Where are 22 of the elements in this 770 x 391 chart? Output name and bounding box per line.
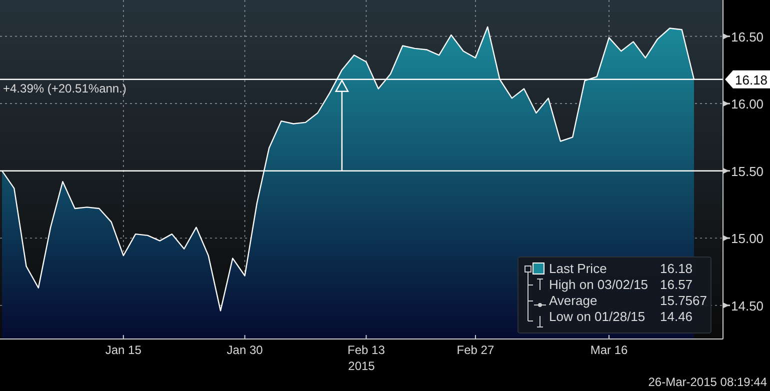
- annotation: 16.18: [660, 261, 693, 276]
- annotation: 14.46: [660, 309, 693, 324]
- annotation: Low on 01/28/15: [549, 309, 646, 324]
- legend-label: Last Price: [549, 261, 607, 276]
- annotation: 15.7567: [660, 293, 707, 308]
- y-tick-label: 16.00: [731, 96, 764, 112]
- annotation: High on 03/02/15: [549, 277, 648, 292]
- y-tick-label: 16.50: [731, 29, 764, 44]
- y-tick-label: 14.50: [731, 298, 764, 314]
- x-tick-label: Jan 15: [105, 343, 142, 357]
- annotation: 16.57: [660, 277, 693, 292]
- x-tick-label: Feb 13: [348, 343, 386, 357]
- x-axis-title: 2015: [348, 359, 376, 373]
- text: 26-Mar-2015 08:19:44: [648, 375, 768, 389]
- annotation: +4.39% (+20.51%ann.): [3, 81, 126, 96]
- x-tick-label: Jan 30: [226, 343, 264, 357]
- x-tick-label: Mar 16: [590, 343, 628, 357]
- annotation: Average: [549, 293, 598, 308]
- ref-line-label: 16.18: [735, 72, 768, 88]
- x-tick-label: Feb 27: [456, 343, 494, 357]
- y-tick-label: 15.00: [731, 231, 764, 246]
- y-tick-label: 15.50: [731, 164, 764, 179]
